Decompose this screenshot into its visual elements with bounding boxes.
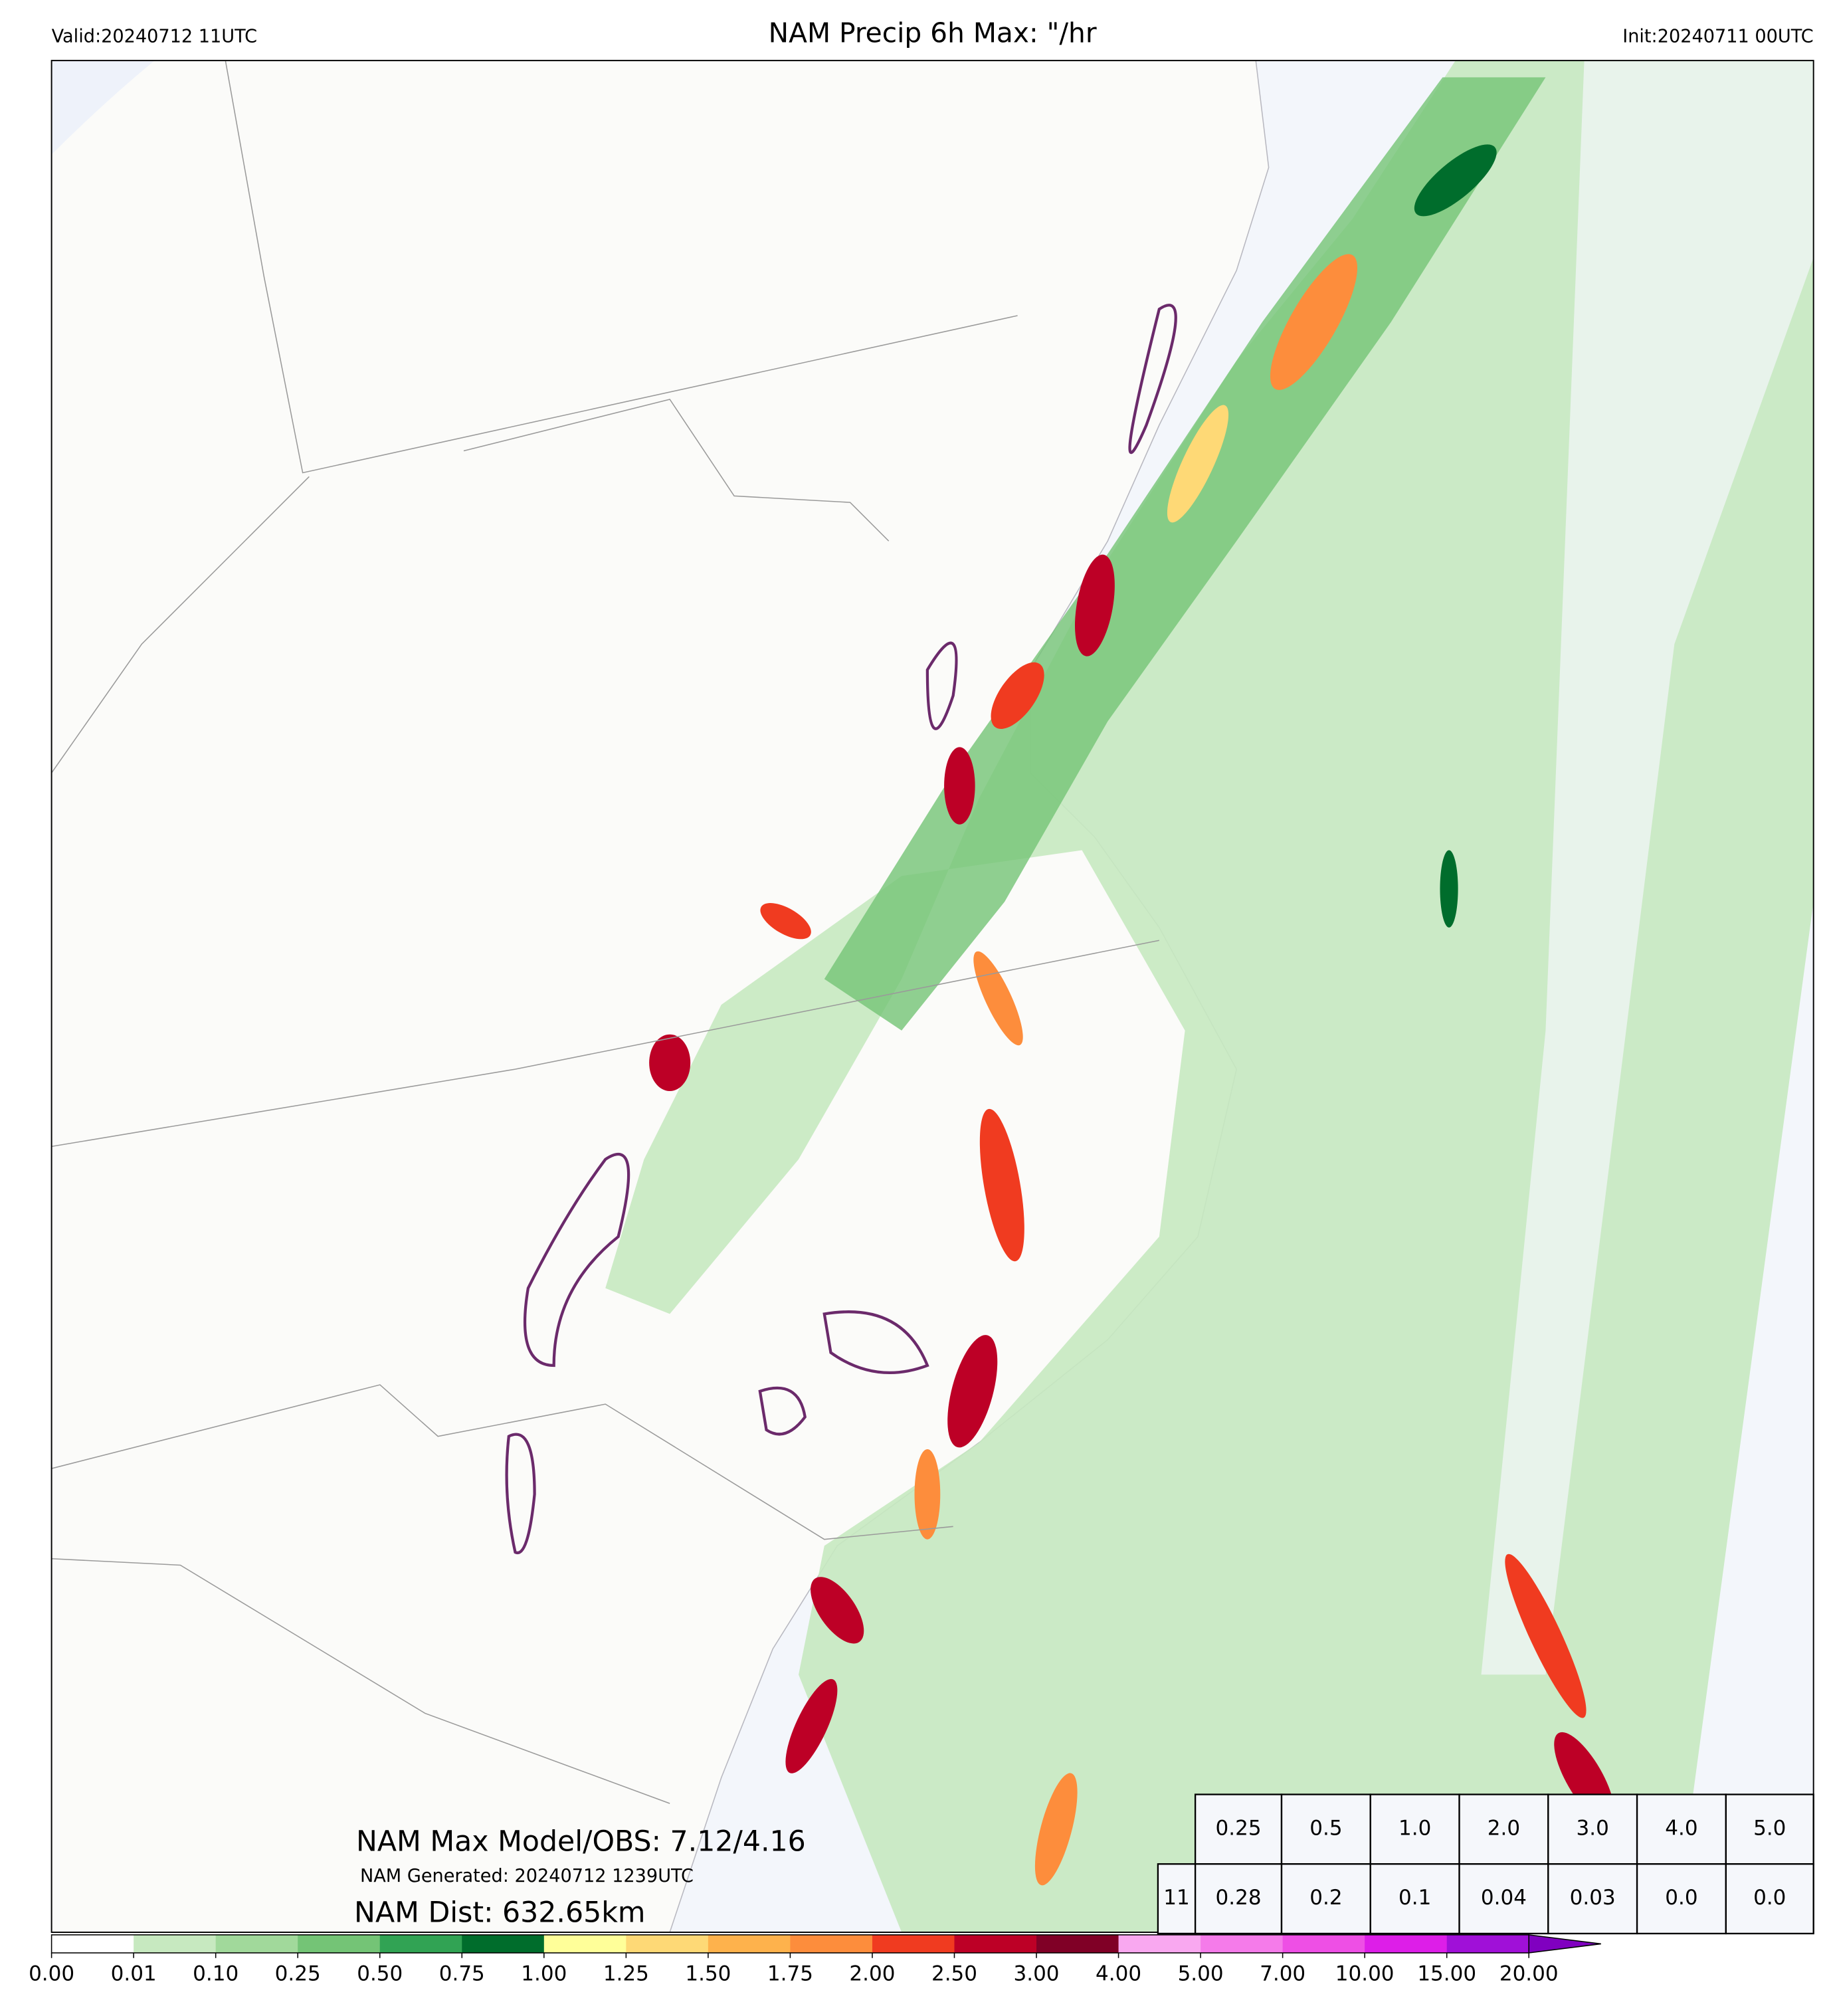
colorbar-swatch [543,1934,627,1954]
table-cell [1369,1863,1460,1935]
map [50,60,1814,1933]
table-cell-text: 5.0 [1753,1816,1786,1840]
table-cell-text: 0.1 [1398,1886,1431,1910]
colorbar-label: 5.00 [1178,1962,1224,1985]
generated-annotation: NAM Generated: 20240712 1239UTC [360,1866,694,1886]
table-cell [1280,1863,1371,1935]
table-cell-text: 0.04 [1481,1886,1527,1910]
colorbar-label: 1.75 [767,1962,813,1985]
table-cell [1725,1793,1814,1865]
colorbar-swatch [790,1934,873,1954]
table-cell-text: 0.5 [1309,1816,1342,1840]
table-cell-text: 4.0 [1665,1816,1697,1840]
colorbar-swatch [708,1934,791,1954]
table-cell-text: 0.2 [1309,1886,1342,1910]
table-cell [1547,1863,1638,1935]
colorbar-swatch [1446,1934,1530,1954]
table-cell [1157,1863,1197,1935]
colorbar-swatch [462,1934,545,1954]
table-cell-text: 0.25 [1216,1816,1262,1840]
colorbar-label: 3.00 [1014,1962,1060,1985]
colorbar-label: 1.25 [603,1962,649,1985]
table-cell-text: 1.0 [1398,1816,1431,1840]
colorbar-swatch [298,1934,381,1954]
table-cell-text: 3.0 [1577,1816,1609,1840]
table-cell [1725,1863,1814,1935]
colorbar-swatch [1118,1934,1202,1954]
obs-contours [505,304,1177,1555]
precip-band [824,77,1546,1031]
colorbar-label: 15.00 [1417,1962,1476,1985]
colorbar-swatch [626,1934,709,1954]
colorbar-label: 0.10 [193,1962,239,1985]
colorbar-label: 1.50 [685,1962,731,1985]
colorbar-swatch [215,1934,299,1954]
colorbar-swatch [1036,1934,1119,1954]
table-cell [1547,1793,1638,1865]
lake [51,60,155,155]
colorbar-label: 4.00 [1096,1962,1141,1985]
colorbar-swatch [379,1934,463,1954]
valid-time: Valid:20240712 11UTC [52,27,257,47]
table-cell-text: 11 [1163,1886,1189,1910]
dist-annotation: NAM Dist: 632.65km [354,1896,645,1929]
state-borders [51,60,1159,1804]
colorbar-label: 0.01 [111,1962,157,1985]
colorbar-label: 2.50 [931,1962,977,1985]
colorbar-swatch [872,1934,955,1954]
colorbar-label: 1.00 [521,1962,567,1985]
max-annotation: NAM Max Model/OBS: 7.12/4.16 [356,1825,806,1859]
precip-gap [1481,60,1814,1675]
table-cell [1636,1793,1727,1865]
colorbar-label: 10.00 [1335,1962,1395,1985]
colorbar-label: 0.50 [357,1962,403,1985]
colorbar-swatch [1282,1934,1366,1954]
colorbar-label: 20.00 [1499,1962,1559,1985]
colorbar-swatch [1365,1934,1448,1954]
colorbar-swatch [51,1934,135,1954]
table-cell-text: 0.0 [1665,1886,1697,1910]
colorbar-swatch [134,1934,217,1954]
colorbar-label: 0.00 [29,1962,74,1985]
table-cell [1458,1863,1549,1935]
table-cell-text: 0.28 [1216,1886,1262,1910]
table-cell-text: 2.0 [1488,1816,1520,1840]
colorbar-swatch [1201,1934,1284,1954]
table-cell [1458,1793,1549,1865]
colorbar-swatch [954,1934,1037,1954]
colorbar-label: 7.00 [1260,1962,1305,1985]
colorbar-label: 2.00 [849,1962,895,1985]
colorbar-label: 0.25 [275,1962,321,1985]
colorbar: 0.00 0.01 0.10 0.25 0.50 0.75 1.00 1.25 1.50 1.75… [29,1934,1601,1985]
init-time: Init:20240711 00UTC [1622,27,1813,47]
title: NAM Precip 6h Max: "/hr [769,17,1097,49]
table-cell [1636,1863,1727,1935]
colorbar-label: 0.75 [439,1962,485,1985]
table-cell [1280,1793,1371,1865]
map-frame [50,60,1814,1933]
table-cell-text: 0.03 [1570,1886,1616,1910]
table-cell-text: 0.0 [1753,1886,1786,1910]
stats-table: 0.25 0.5 1.0 2.0 3.0 4.0 5.0 11 0.28 0.2 0.1 0.04 0.… [1157,1793,1814,1935]
